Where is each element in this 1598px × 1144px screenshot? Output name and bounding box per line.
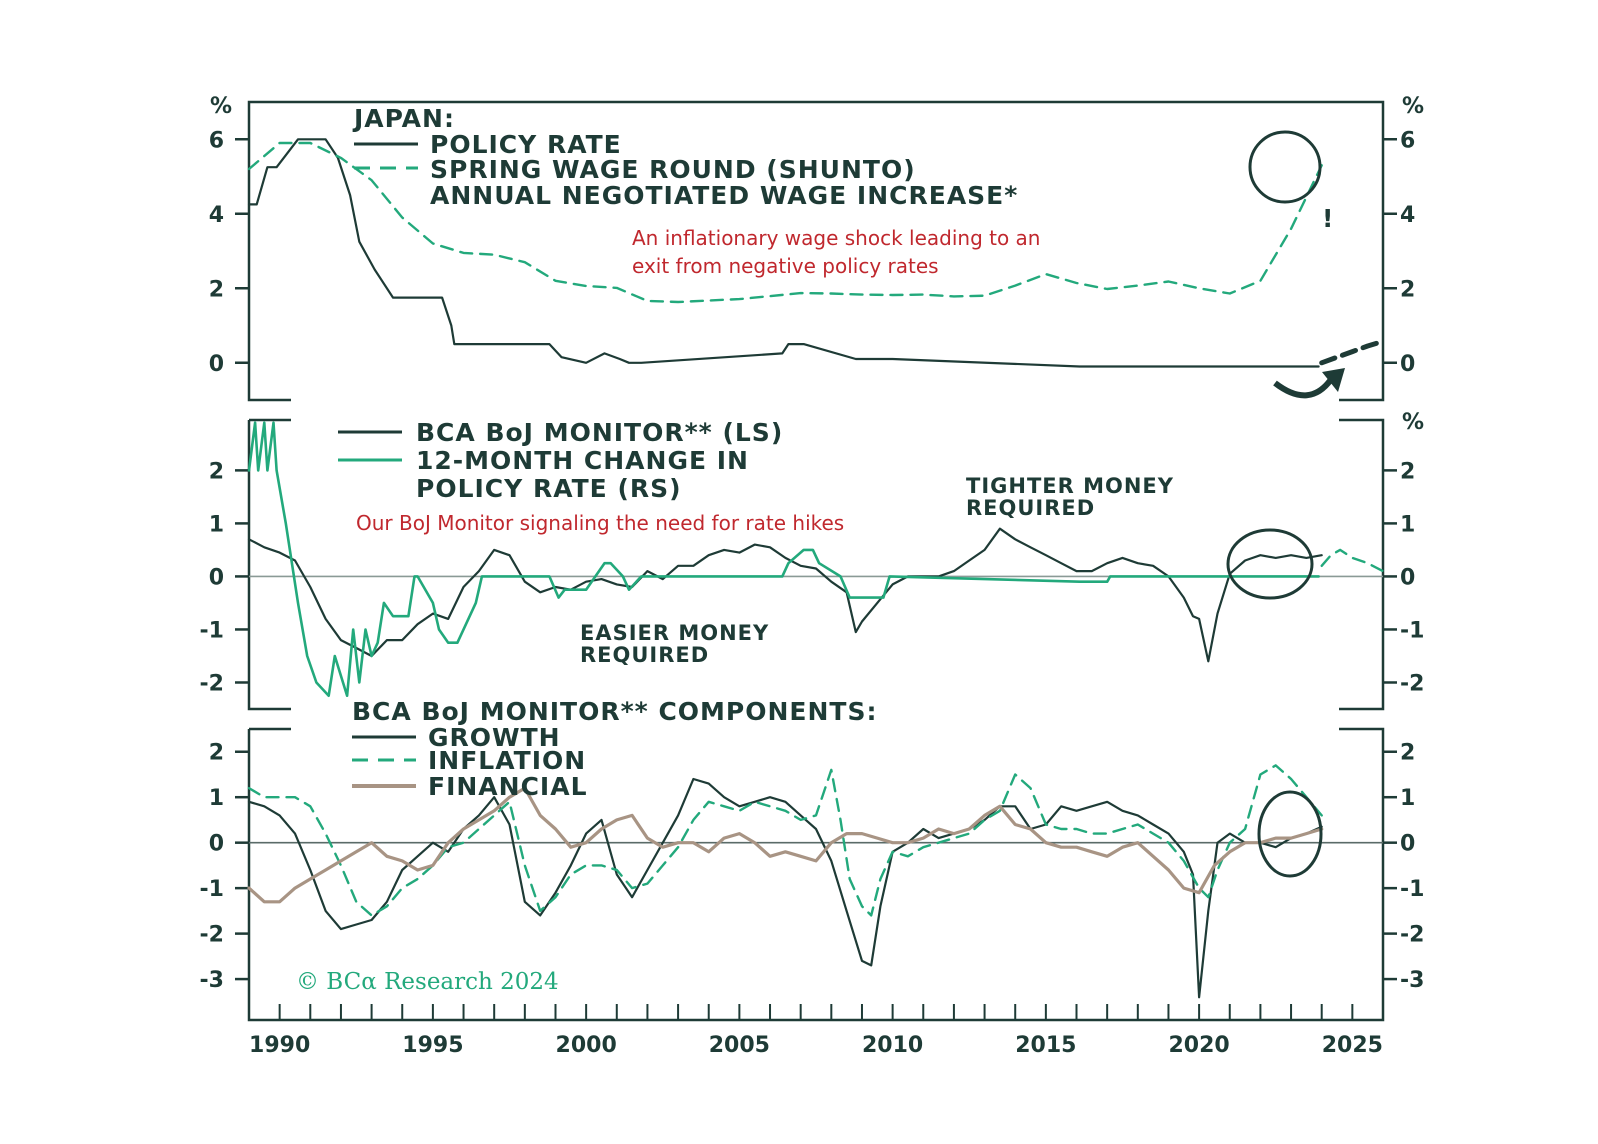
bottom-ytick-label-left: -3 [200,968,224,993]
middle-ytick-label-right: 1 [1400,512,1415,537]
middle-ytick-label-right: -2 [1400,671,1424,696]
bottom-ytick-label-right: -3 [1400,968,1424,993]
bottom-ytick-label-left: -1 [200,877,224,902]
bottom-ytick-label-left: 0 [209,832,224,857]
chart-frame [247,100,1385,1022]
x-tick-label: 1990 [249,1033,310,1058]
bottom-series-financial [247,786,1324,904]
series-group [247,138,1385,999]
y-ticks: 0 0 2 2 4 4 6 6 -2 -2 -1 -1 0 0 1 1 2 2 -3 -3 -2 -2 -1 -1 0 0 1 1 2 2 [200,128,1425,993]
x-ticks: 1990 1995 2000 2005 2010 2015 2020 2025 [249,1004,1383,1058]
middle-ytick-label-right: 0 [1400,565,1415,590]
middle-ytick-label-left: 2 [209,459,224,484]
curved-arrow [1273,376,1335,399]
bottom-ytick-label-right: 2 [1400,741,1415,766]
tighter-money-line2: REQUIRED [966,496,1095,520]
top-ytick-label-right: 6 [1400,128,1415,153]
top-ytick-label-left: 2 [209,277,224,302]
tighter-money-line1: TIGHTER MONEY [966,474,1174,498]
middle-annotation: Our BoJ Monitor signaling the need for r… [356,511,844,535]
bottom-ytick-label-left: -2 [200,923,224,948]
frame-top-panel [247,100,1385,402]
x-tick-label: 1995 [402,1033,463,1058]
easier-money-line1: EASIER MONEY [580,621,769,645]
top-ytick-label-left: 4 [209,203,224,228]
top-ytick-label-left: 6 [209,128,224,153]
middle-right-unit: % [1402,410,1424,435]
arrow-head [1322,368,1345,392]
x-tick-label: 2025 [1322,1033,1383,1058]
middle-series-12-month-change-in-policy-rate [247,421,1320,698]
copyright: © BCα Research 2024 [296,969,559,995]
bottom-series-growth [247,777,1323,999]
bottom-ytick-label-right: -1 [1400,877,1424,902]
legend-boj-monitor: BCA BoJ MONITOR** (LS) [416,418,783,447]
bottom-ytick-label-left: 2 [209,741,224,766]
easier-money-line2: REQUIRED [580,643,709,667]
middle-ytick-label-left: 1 [209,512,224,537]
middle-ytick-label-left: -2 [200,671,224,696]
middle-series-bca-boj-monitor [247,527,1323,663]
highlight-circle-wage [1248,130,1322,204]
highlight-circle-monitor [1226,528,1314,600]
top-series-policy-rate [247,138,1320,368]
top-ytick-label-right: 0 [1400,352,1415,377]
top-series-shunto-wage-increase [247,141,1323,304]
x-tick-label: 2015 [1015,1033,1076,1058]
legend-shunto: SPRING WAGE ROUND (SHUNTO) [430,155,916,184]
top-annotation-line2: exit from negative policy rates [632,254,939,278]
top-annotation-line1: An inflationary wage shock leading to an [632,226,1041,250]
top-ytick-label-left: 0 [209,352,224,377]
top-left-unit: % [210,94,232,119]
legend-inflation: INFLATION [428,746,586,775]
bottom-series-inflation [247,764,1323,917]
middle-ytick-label-left: -1 [200,618,224,643]
legend-policy-change: 12-MONTH CHANGE IN [416,446,749,475]
top-series-policy-rate-expected- [1319,339,1383,366]
middle-ytick-label-left: 0 [209,565,224,590]
x-tick-label: 2010 [862,1033,923,1058]
middle-series-12-month-change-expected- [1320,548,1385,573]
legend-shunto-line2: ANNUAL NEGOTIATED WAGE INCREASE* [430,181,1018,210]
legend-policy-rate: POLICY RATE [430,130,622,159]
frame-bottom-panel [247,727,1385,1022]
legend-growth: GROWTH [428,723,561,752]
bottom-panel-title: BCA BoJ MONITOR** COMPONENTS: [352,697,877,726]
bottom-ytick-label-right: 0 [1400,832,1415,857]
middle-ytick-label-right: -1 [1400,618,1424,643]
legend-policy-change-line2: POLICY RATE (RS) [416,474,682,503]
bottom-ytick-label-right: 1 [1400,786,1415,811]
exclamation-mark: ! [1322,204,1334,233]
bottom-ytick-label-right: -2 [1400,923,1424,948]
highlight-circle-components [1257,790,1323,878]
bottom-ytick-label-left: 1 [209,786,224,811]
legend-financial: FINANCIAL [428,772,588,801]
top-ytick-label-right: 4 [1400,203,1415,228]
x-tick-label: 2000 [556,1033,617,1058]
frame-middle-panel [247,418,1385,711]
x-tick-label: 2020 [1168,1033,1229,1058]
x-tick-label: 2005 [709,1033,770,1058]
top-panel-title: JAPAN: [352,104,455,133]
top-ytick-label-right: 2 [1400,277,1415,302]
top-right-unit: % [1402,94,1424,119]
middle-ytick-label-right: 2 [1400,459,1415,484]
